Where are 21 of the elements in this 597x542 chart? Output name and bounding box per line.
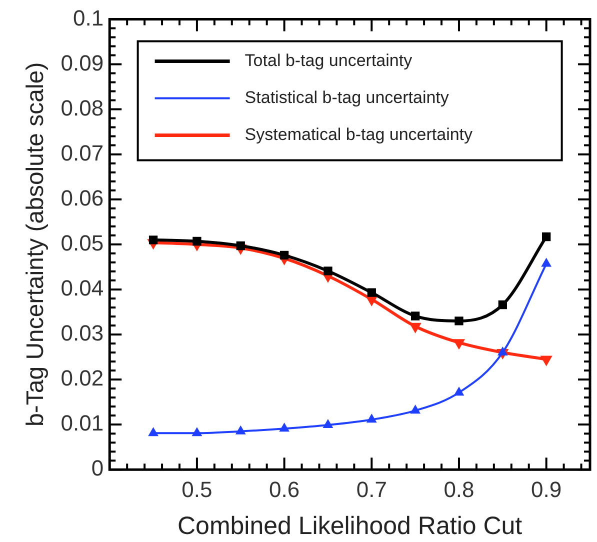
y-axis-title: b-Tag Uncertainty (absolute scale) xyxy=(22,62,50,426)
y-tick-label: 0.05 xyxy=(60,230,104,256)
y-tick-label: 0.09 xyxy=(60,50,104,76)
y-tick-label: 0 xyxy=(91,456,104,481)
y-tick-label: 0.07 xyxy=(60,140,104,166)
y-tick-label: 0.06 xyxy=(60,185,104,210)
y-tick-label: 0.08 xyxy=(60,95,104,120)
legend-label: Systematical b-tag uncertainty xyxy=(244,124,474,144)
x-tick-label: 0.8 xyxy=(444,476,474,502)
x-tick-label: 0.5 xyxy=(182,476,212,502)
legend-label: Statistical b-tag uncertainty xyxy=(244,88,450,107)
y-tick-label: 0.03 xyxy=(60,320,104,346)
legend-label: Total b-tag uncertainty xyxy=(244,50,413,70)
x-tick-label: 0.9 xyxy=(531,476,562,502)
y-tick-label: 0.01 xyxy=(60,410,104,436)
x-tick-label: 0.6 xyxy=(269,476,300,502)
y-tick-label: 0.1 xyxy=(73,5,104,30)
y-tick-label: 0.02 xyxy=(60,366,104,391)
y-tick-label: 0.04 xyxy=(60,276,104,301)
x-tick-label: 0.7 xyxy=(356,476,387,502)
x-axis-title: Combined Likelihood Ratio Cut xyxy=(177,512,522,540)
